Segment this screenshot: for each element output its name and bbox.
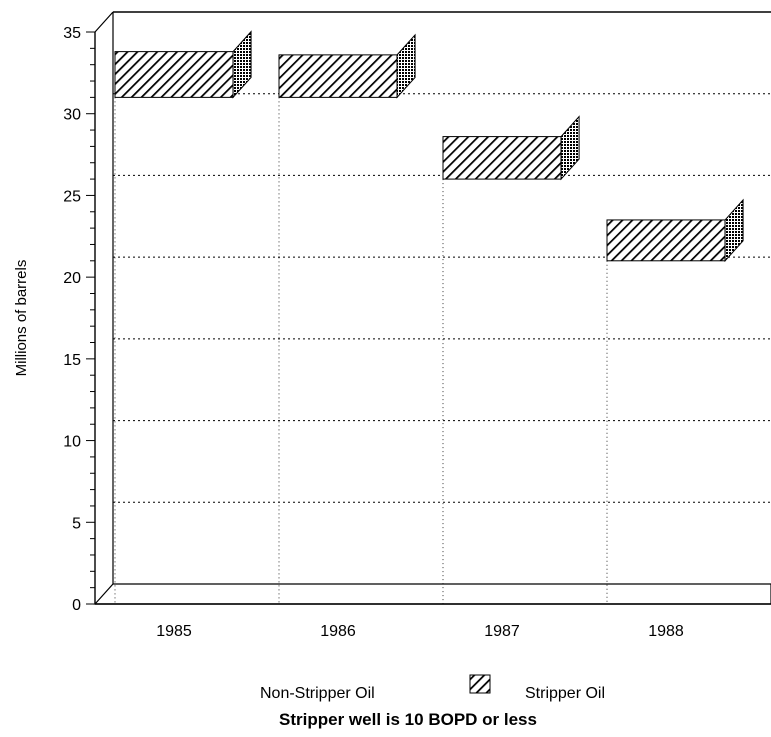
y-tick-label: 5 [72, 515, 81, 532]
legend: Non-Stripper Oil Stripper Oil [260, 674, 605, 702]
bar-stripper-side-1985 [232, 30, 252, 99]
y-tick-label: 30 [63, 107, 81, 124]
y-tick-labels: 0 5 10 15 20 25 30 35 [63, 25, 81, 614]
y-tick-label: 10 [63, 434, 81, 451]
bar-stripper-1986 [278, 54, 398, 98]
bar-marks [114, 30, 744, 604]
bar-stripper-side-1988 [724, 198, 744, 263]
y-axis-top-edge [94, 11, 114, 33]
legend-label-non-stripper: Non-Stripper Oil [260, 685, 375, 702]
bar-stripper-side-1986 [396, 33, 416, 99]
y-tick-label: 20 [63, 270, 81, 287]
y-tick-label: 15 [63, 352, 81, 369]
legend-swatch-stripper [469, 674, 491, 694]
x-tick-label: 1988 [648, 623, 684, 640]
x-tick-labels: 1985 1986 1987 1988 [156, 623, 684, 640]
bar-stripper-side-1987 [560, 115, 580, 181]
y-tick-label: 0 [72, 597, 81, 614]
x-tick-label: 1987 [484, 623, 520, 640]
bar-stripper-1985 [114, 51, 234, 98]
x-tick-label: 1985 [156, 623, 192, 640]
y-tick-label: 25 [63, 188, 81, 205]
chart-back-wall [112, 11, 771, 584]
chart-axes [86, 11, 771, 605]
chart-floor [93, 583, 771, 605]
y-axis-title: Millions of barrels [13, 260, 30, 377]
legend-label-stripper: Stripper Oil [525, 685, 605, 702]
bar-stripper-1988 [606, 219, 726, 262]
y-tick-label: 35 [63, 25, 81, 42]
chart-footnote: Stripper well is 10 BOPD or less [279, 710, 537, 729]
x-tick-label: 1986 [320, 623, 356, 640]
bar-stripper-1987 [442, 136, 562, 180]
